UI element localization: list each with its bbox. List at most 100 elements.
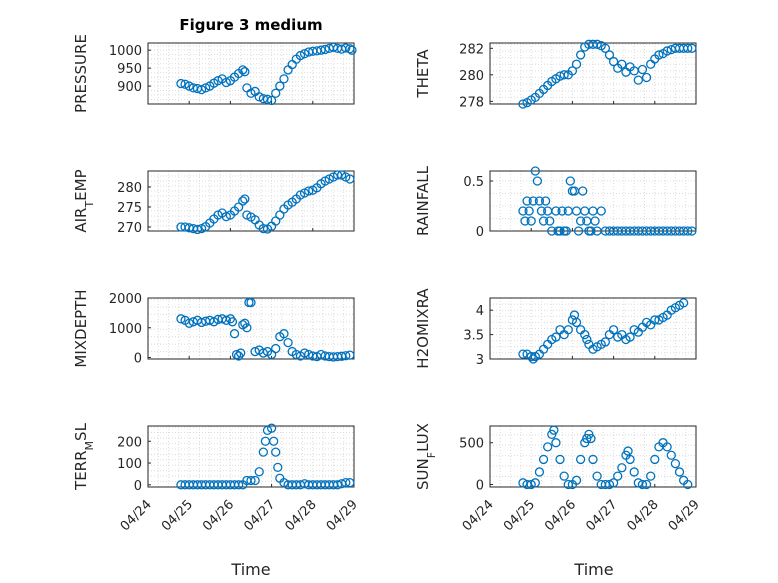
data-point: [246, 88, 256, 98]
data-point: [233, 480, 244, 490]
panel-rainfall: 0 0.5 RAINFALL: [414, 165, 697, 240]
panel-h2omixra: 3 3.5 4 H2OMIXRA: [414, 288, 697, 369]
x-axis-label-right: Time: [573, 560, 613, 579]
x-tick-label: 04/26: [542, 497, 579, 534]
panel-mixdepth: 0 1000 2000 MIXDEPTH: [72, 289, 355, 368]
y-tick-label: 0: [134, 479, 142, 494]
data-point: [275, 81, 285, 91]
data-point: [273, 462, 283, 473]
data-point: [565, 176, 575, 186]
x-tick-label: 04/29: [666, 497, 703, 534]
x-tick-label: 04/24: [460, 497, 497, 534]
data-point: [563, 479, 573, 490]
y-tick-label: 200: [117, 435, 142, 450]
data-point: [608, 56, 619, 67]
data-point: [551, 206, 561, 216]
data-point: [625, 332, 635, 342]
data-point: [629, 467, 639, 477]
data-point: [518, 99, 528, 109]
x-tick-label: 04/28: [283, 497, 320, 534]
data-point: [266, 95, 277, 106]
y-axis-label: PRESSURE: [72, 34, 90, 113]
data-point: [246, 297, 256, 308]
data-point: [304, 186, 314, 196]
data-point: [590, 216, 600, 226]
data-point: [575, 216, 586, 226]
data-point: [608, 478, 619, 488]
data-point: [540, 196, 551, 206]
data-point: [341, 351, 351, 361]
y-axis-label: MIXDEPTH: [72, 289, 90, 367]
data-point: [561, 226, 571, 236]
data-point: [279, 74, 289, 84]
data-point: [184, 81, 194, 91]
data-point: [674, 467, 685, 477]
data-point: [295, 50, 306, 61]
data-point: [687, 43, 697, 53]
panel-air-temp: 270 275 280 AIRTEMP: [72, 169, 355, 236]
data-point: [575, 50, 586, 60]
data-point: [637, 64, 648, 75]
data-point: [532, 176, 543, 186]
data-point: [332, 480, 343, 490]
y-tick-label: 4: [476, 304, 484, 319]
data-point: [578, 186, 588, 196]
data-point: [571, 206, 582, 216]
data-point: [176, 78, 186, 89]
x-axis-label-left: Time: [230, 560, 270, 579]
data-point: [192, 224, 203, 235]
panel-terr-msl: 0 100 200 04/24 04/25 04/26 04/27 04/28 04/29 TER…: [72, 422, 361, 534]
data-point: [262, 94, 273, 104]
y-tick-label: 3.5: [463, 329, 484, 344]
data-point: [518, 349, 528, 359]
figure-title: Figure 3 medium: [179, 16, 322, 34]
data-point: [604, 479, 615, 490]
data-point: [320, 44, 330, 55]
data-point: [534, 196, 545, 206]
data-point: [254, 467, 264, 477]
data-point: [201, 83, 211, 93]
data-point: [555, 454, 565, 465]
data-point: [240, 194, 250, 204]
data-point: [238, 196, 248, 206]
data-point: [258, 223, 269, 234]
data-point: [637, 479, 648, 490]
data-point: [617, 59, 627, 69]
y-tick-label: 100: [117, 457, 142, 472]
y-tick-label: 275: [117, 201, 142, 216]
data-point: [646, 471, 656, 481]
x-tick-label: 04/26: [200, 497, 237, 534]
data-point: [184, 318, 194, 328]
data-point: [227, 317, 238, 327]
data-point: [543, 442, 553, 452]
data-point: [347, 45, 357, 55]
data-point: [551, 332, 561, 342]
axes-box: [147, 42, 355, 105]
data-point: [240, 318, 250, 328]
data-point: [240, 67, 250, 77]
y-axis-label: RAINFALL: [414, 165, 432, 236]
data-point: [345, 174, 355, 184]
x-tick-label: 04/29: [324, 497, 361, 534]
data-point: [242, 83, 252, 93]
data-point: [575, 454, 586, 465]
data-point: [608, 325, 619, 335]
y-tick-label: 3: [476, 353, 484, 368]
data-point: [670, 458, 681, 469]
data-point: [563, 325, 573, 335]
data-point: [221, 211, 231, 222]
data-point: [592, 471, 602, 481]
panel-sun-flux: 0 500 04/24 04/25 04/26 04/27 04/28 04/29 SUNFLU…: [414, 423, 703, 534]
data-point: [538, 216, 549, 226]
data-point: [534, 467, 545, 477]
data-point: [528, 354, 538, 364]
data-point: [345, 350, 355, 360]
data-point: [238, 65, 248, 75]
data-point: [526, 216, 536, 226]
data-point: [536, 206, 547, 216]
data-point: [528, 196, 538, 206]
data-point: [271, 447, 281, 457]
data-point: [580, 329, 590, 340]
data-point: [586, 433, 596, 444]
y-tick-label: 2000: [109, 292, 142, 307]
